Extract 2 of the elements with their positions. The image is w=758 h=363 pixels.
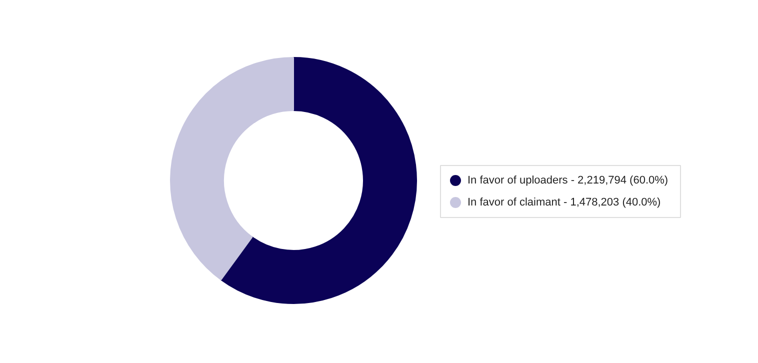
legend-label: In favor of uploaders - 2,219,794 (60.0%) <box>468 174 668 186</box>
legend-label: In favor of claimant - 1,478,203 (40.0%) <box>468 196 661 208</box>
